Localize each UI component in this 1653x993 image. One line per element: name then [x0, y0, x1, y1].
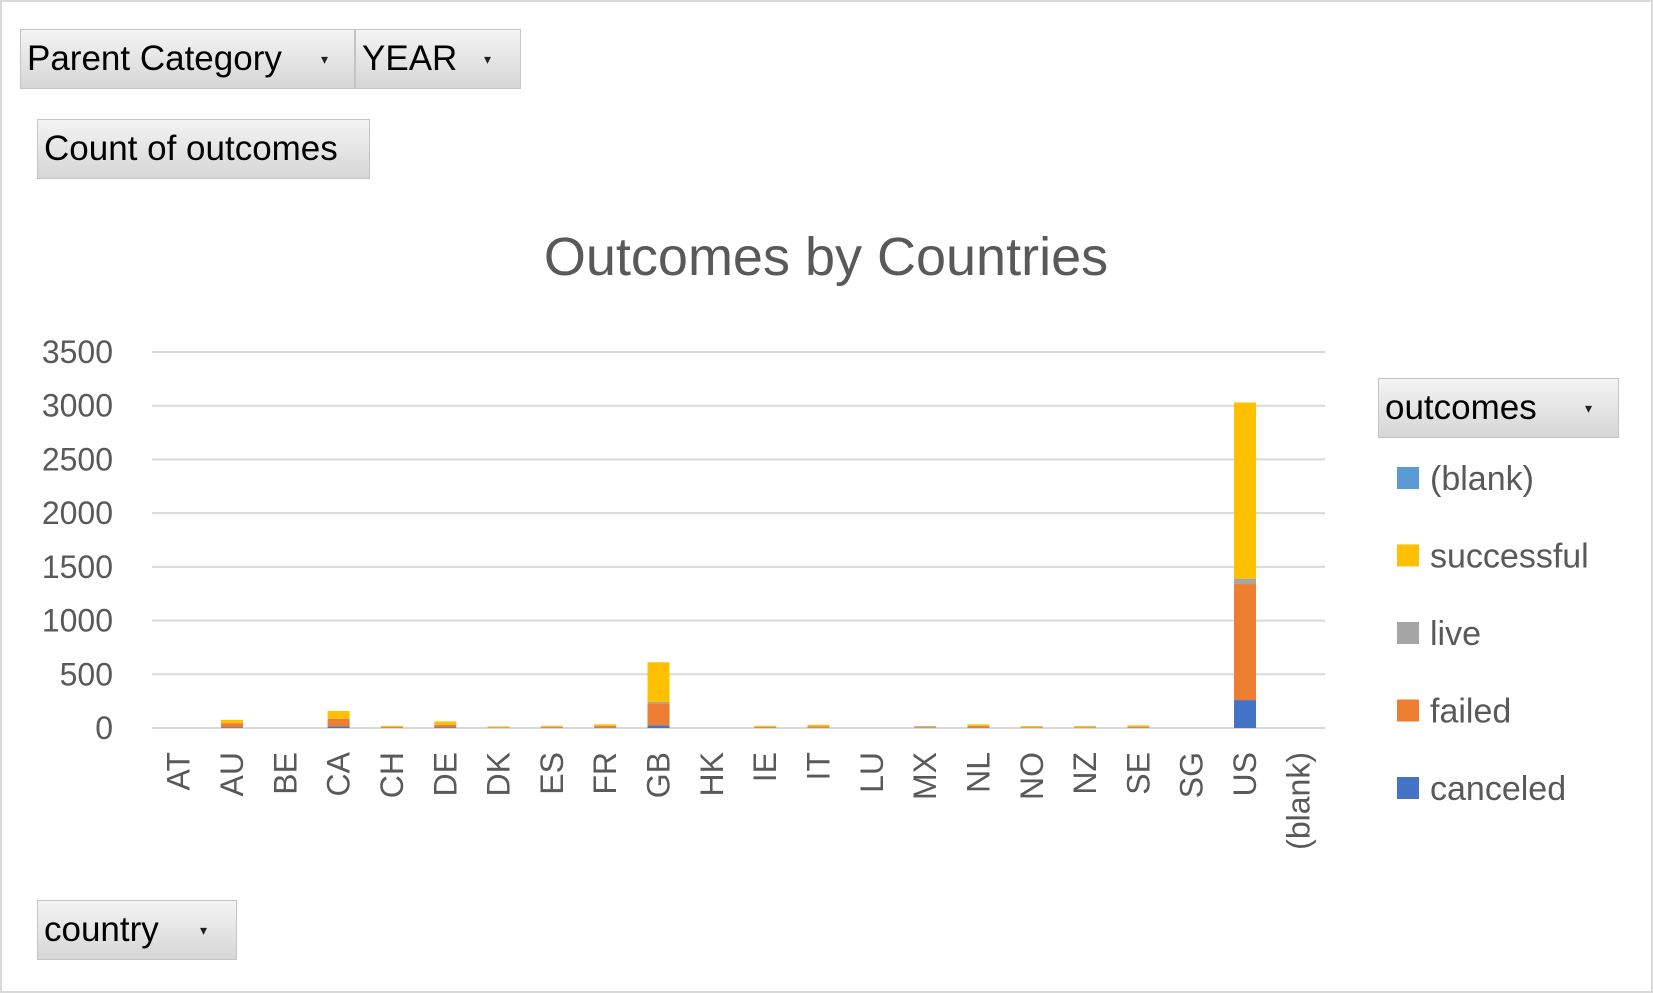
bar-segment-it-successful[interactable]: [807, 724, 830, 727]
x-tick-label: DE: [427, 752, 463, 796]
bar-segment-fr-successful[interactable]: [594, 724, 617, 726]
x-tick-label: BE: [267, 752, 303, 795]
bar-segment-nz-failed[interactable]: [1074, 727, 1097, 728]
x-tick-label: IT: [800, 752, 836, 780]
bar-segment-it-failed[interactable]: [807, 726, 830, 728]
bar-segment-us-failed[interactable]: [1234, 584, 1257, 701]
bar-segment-gb-successful[interactable]: [647, 662, 670, 703]
bar-segment-dk-failed[interactable]: [487, 727, 510, 728]
legend-swatch: [1397, 699, 1419, 722]
bar-segment-ch-successful[interactable]: [380, 725, 403, 727]
legend-swatch: [1397, 544, 1419, 567]
y-tick-label: 1500: [42, 549, 113, 585]
x-tick-label: CA: [321, 751, 357, 796]
x-tick-label: IE: [747, 752, 783, 782]
bar-segment-nl-failed[interactable]: [967, 726, 990, 728]
bar-segment-gb-live[interactable]: [647, 702, 670, 704]
bar-segment-se-failed[interactable]: [1127, 726, 1150, 728]
bar-segment-se-successful[interactable]: [1127, 725, 1150, 727]
x-tick-label: NO: [1014, 752, 1050, 800]
bar-segment-us-canceled[interactable]: [1234, 700, 1257, 728]
x-tick-label: AT: [161, 752, 197, 791]
legend-swatch: [1397, 777, 1419, 799]
y-tick-label: 3000: [42, 388, 113, 424]
bar-segment-gb-failed[interactable]: [647, 703, 670, 726]
bar-segment-no-failed[interactable]: [1020, 727, 1043, 728]
dropdown-arrow-icon[interactable]: ▾: [321, 51, 329, 67]
x-tick-label: GB: [641, 752, 677, 798]
legend-entry[interactable]: canceled: [1430, 770, 1566, 808]
x-tick-label: ES: [534, 752, 570, 795]
bar-segment-us-live[interactable]: [1234, 578, 1257, 585]
x-tick-label: (blank): [1280, 752, 1316, 850]
bar-segment-au-canceled[interactable]: [220, 727, 243, 728]
bar-segment-de-successful[interactable]: [434, 721, 457, 725]
bar-segment-ch-failed[interactable]: [380, 727, 403, 728]
bar-segment-us-successful[interactable]: [1234, 402, 1257, 579]
legend-swatch: [1397, 622, 1419, 644]
axis-field-button[interactable]: country ▾: [37, 900, 237, 960]
dropdown-arrow-icon[interactable]: ▾: [1585, 400, 1593, 416]
axis-field-label: country: [44, 910, 159, 949]
x-tick-label: CH: [374, 752, 410, 798]
y-tick-label: 1000: [42, 603, 113, 639]
bar-segment-au-failed[interactable]: [220, 723, 243, 728]
parent-category-filter-label: Parent Category: [27, 39, 282, 78]
dropdown-arrow-icon[interactable]: ▾: [484, 51, 492, 67]
bar-segment-es-successful[interactable]: [540, 725, 563, 727]
y-tick-label: 3500: [42, 334, 113, 370]
y-tick-label: 500: [60, 656, 113, 692]
year-filter-button[interactable]: YEAR ▾: [355, 29, 521, 89]
x-tick-label: DK: [481, 752, 517, 796]
bar-segment-nl-successful[interactable]: [967, 724, 990, 726]
bar-segment-fr-failed[interactable]: [594, 726, 617, 728]
chart-title: Outcomes by Countries: [544, 227, 1108, 287]
y-tick-label: 2000: [42, 495, 113, 531]
bar-segment-de-canceled[interactable]: [434, 727, 457, 728]
bar-segment-dk-successful[interactable]: [487, 726, 510, 728]
x-tick-label: SG: [1174, 752, 1210, 798]
x-tick-label: NZ: [1067, 752, 1103, 795]
dropdown-arrow-icon[interactable]: ▾: [200, 922, 208, 938]
bar-segment-de-failed[interactable]: [434, 724, 457, 728]
year-filter-label: YEAR: [362, 39, 458, 78]
legend-entry[interactable]: (blank): [1430, 460, 1534, 498]
bar-segment-es-failed[interactable]: [540, 726, 563, 728]
x-tick-label: MX: [907, 752, 943, 800]
x-tick-label: NL: [960, 752, 996, 793]
x-tick-label: LU: [854, 752, 890, 793]
y-tick-label: 2500: [42, 441, 113, 477]
x-tick-label: FR: [587, 752, 623, 795]
legend-field-label: outcomes: [1385, 388, 1537, 427]
legend-field-button[interactable]: outcomes ▾: [1378, 378, 1619, 438]
bar-segment-ca-successful[interactable]: [327, 711, 350, 719]
parent-category-filter-button[interactable]: Parent Category ▾: [20, 29, 355, 89]
legend-entry[interactable]: live: [1430, 615, 1481, 653]
bar-segment-gb-canceled[interactable]: [647, 725, 670, 728]
bar-segment-mx-live[interactable]: [914, 726, 937, 728]
values-field-label: Count of outcomes: [44, 129, 338, 168]
legend-swatch: [1397, 467, 1419, 489]
legend-entry[interactable]: successful: [1430, 538, 1589, 576]
x-tick-label: SE: [1120, 752, 1156, 795]
x-tick-label: AU: [214, 752, 250, 796]
bar-segment-ie-successful[interactable]: [754, 725, 777, 727]
y-tick-label: 0: [95, 710, 113, 746]
x-tick-label: HK: [694, 752, 730, 796]
bar-segment-ca-failed[interactable]: [327, 718, 350, 727]
bar-segment-ca-canceled[interactable]: [327, 726, 350, 728]
x-tick-label: US: [1227, 752, 1263, 796]
values-field-button[interactable]: Count of outcomes: [37, 119, 370, 179]
bar-segment-no-successful[interactable]: [1020, 726, 1043, 728]
bar-segment-nz-successful[interactable]: [1074, 726, 1097, 728]
bar-segment-ie-failed[interactable]: [754, 726, 777, 728]
legend-entry[interactable]: failed: [1430, 693, 1511, 731]
bar-segment-au-successful[interactable]: [220, 719, 243, 724]
